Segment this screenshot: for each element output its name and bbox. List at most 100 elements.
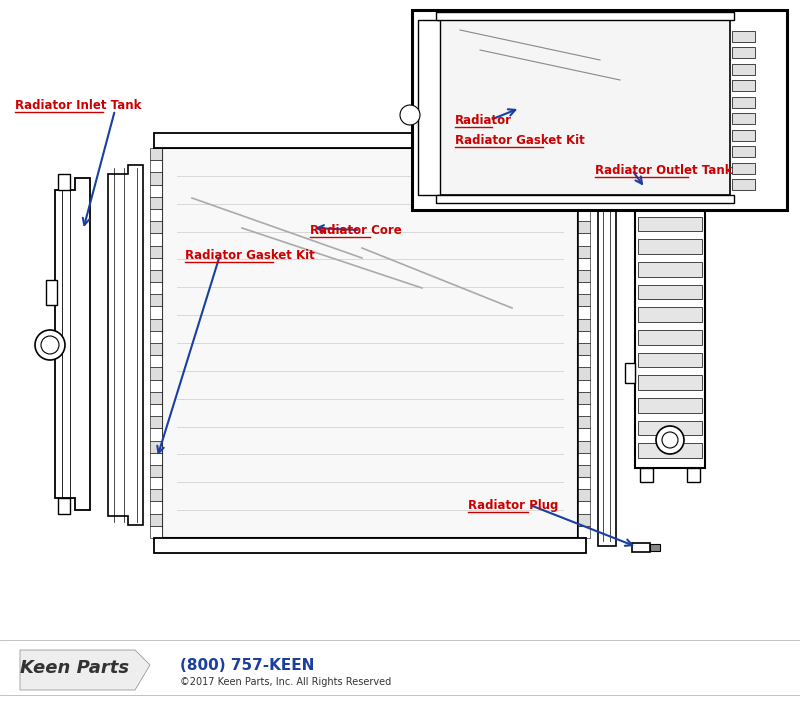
Polygon shape bbox=[436, 12, 734, 20]
Polygon shape bbox=[732, 48, 755, 58]
Polygon shape bbox=[578, 477, 590, 490]
Polygon shape bbox=[150, 355, 162, 367]
Polygon shape bbox=[578, 307, 590, 319]
Polygon shape bbox=[732, 80, 755, 91]
Polygon shape bbox=[150, 209, 162, 221]
Polygon shape bbox=[108, 165, 143, 525]
Polygon shape bbox=[578, 379, 590, 392]
Polygon shape bbox=[578, 172, 590, 184]
Polygon shape bbox=[150, 148, 162, 160]
Polygon shape bbox=[150, 246, 162, 258]
Polygon shape bbox=[150, 343, 162, 355]
Polygon shape bbox=[440, 20, 730, 195]
Polygon shape bbox=[732, 179, 755, 190]
Polygon shape bbox=[46, 280, 57, 305]
Polygon shape bbox=[150, 330, 162, 343]
Polygon shape bbox=[150, 319, 162, 330]
Polygon shape bbox=[578, 355, 590, 367]
Polygon shape bbox=[58, 174, 70, 190]
Circle shape bbox=[41, 336, 59, 354]
Polygon shape bbox=[732, 130, 755, 140]
Polygon shape bbox=[58, 498, 70, 514]
Bar bbox=[412, 10, 787, 210]
Polygon shape bbox=[732, 31, 755, 42]
Polygon shape bbox=[150, 282, 162, 294]
Polygon shape bbox=[578, 404, 590, 416]
Text: Radiator Gasket Kit: Radiator Gasket Kit bbox=[455, 133, 585, 146]
Polygon shape bbox=[578, 367, 590, 379]
Polygon shape bbox=[150, 307, 162, 319]
Polygon shape bbox=[638, 330, 702, 345]
Polygon shape bbox=[578, 501, 590, 513]
Polygon shape bbox=[150, 197, 162, 209]
Polygon shape bbox=[578, 453, 590, 465]
Polygon shape bbox=[150, 465, 162, 477]
Polygon shape bbox=[598, 140, 616, 546]
Polygon shape bbox=[578, 526, 590, 538]
Polygon shape bbox=[150, 270, 162, 282]
Polygon shape bbox=[150, 526, 162, 538]
Polygon shape bbox=[150, 258, 162, 270]
Polygon shape bbox=[578, 282, 590, 294]
Polygon shape bbox=[578, 428, 590, 441]
Polygon shape bbox=[638, 353, 702, 367]
Polygon shape bbox=[578, 465, 590, 477]
Polygon shape bbox=[632, 543, 650, 552]
Polygon shape bbox=[638, 307, 702, 322]
Polygon shape bbox=[150, 501, 162, 513]
Text: Radiator Inlet Tank: Radiator Inlet Tank bbox=[15, 99, 142, 112]
Polygon shape bbox=[638, 148, 702, 163]
Polygon shape bbox=[150, 416, 162, 428]
Polygon shape bbox=[638, 284, 702, 300]
Polygon shape bbox=[150, 428, 162, 441]
Polygon shape bbox=[578, 343, 590, 355]
Text: Radiator Outlet Tank: Radiator Outlet Tank bbox=[595, 163, 733, 176]
Text: Keen Parts: Keen Parts bbox=[20, 659, 129, 677]
Polygon shape bbox=[640, 96, 655, 108]
Polygon shape bbox=[578, 490, 590, 501]
Polygon shape bbox=[55, 178, 90, 510]
Polygon shape bbox=[638, 171, 702, 186]
Polygon shape bbox=[578, 160, 590, 172]
Circle shape bbox=[662, 432, 678, 448]
Polygon shape bbox=[578, 330, 590, 343]
Circle shape bbox=[35, 330, 65, 360]
Polygon shape bbox=[638, 375, 702, 390]
Circle shape bbox=[400, 105, 420, 125]
Polygon shape bbox=[640, 468, 653, 482]
Polygon shape bbox=[625, 363, 635, 383]
Polygon shape bbox=[150, 404, 162, 416]
Polygon shape bbox=[150, 221, 162, 233]
Polygon shape bbox=[20, 650, 150, 690]
Polygon shape bbox=[638, 262, 702, 276]
Polygon shape bbox=[578, 441, 590, 453]
Polygon shape bbox=[150, 453, 162, 465]
Polygon shape bbox=[578, 270, 590, 282]
Text: Radiator Plug: Radiator Plug bbox=[468, 498, 558, 511]
Polygon shape bbox=[638, 420, 702, 436]
Polygon shape bbox=[150, 513, 162, 526]
Polygon shape bbox=[578, 416, 590, 428]
Polygon shape bbox=[578, 513, 590, 526]
Polygon shape bbox=[154, 133, 586, 148]
Polygon shape bbox=[578, 392, 590, 404]
Polygon shape bbox=[150, 490, 162, 501]
Polygon shape bbox=[578, 233, 590, 246]
Polygon shape bbox=[687, 468, 700, 482]
Text: ©2017 Keen Parts, Inc. All Rights Reserved: ©2017 Keen Parts, Inc. All Rights Reserv… bbox=[180, 677, 391, 687]
Polygon shape bbox=[638, 126, 702, 140]
Text: Radiator: Radiator bbox=[455, 114, 512, 127]
Polygon shape bbox=[732, 163, 755, 174]
Polygon shape bbox=[162, 148, 578, 538]
Text: Radiator Core: Radiator Core bbox=[310, 223, 402, 236]
Text: (800) 757-KEEN: (800) 757-KEEN bbox=[180, 657, 314, 672]
Polygon shape bbox=[578, 319, 590, 330]
Polygon shape bbox=[638, 444, 702, 458]
Polygon shape bbox=[578, 209, 590, 221]
Polygon shape bbox=[578, 221, 590, 233]
Polygon shape bbox=[578, 246, 590, 258]
Polygon shape bbox=[150, 294, 162, 307]
Polygon shape bbox=[436, 195, 734, 203]
Polygon shape bbox=[638, 239, 702, 254]
Polygon shape bbox=[150, 379, 162, 392]
